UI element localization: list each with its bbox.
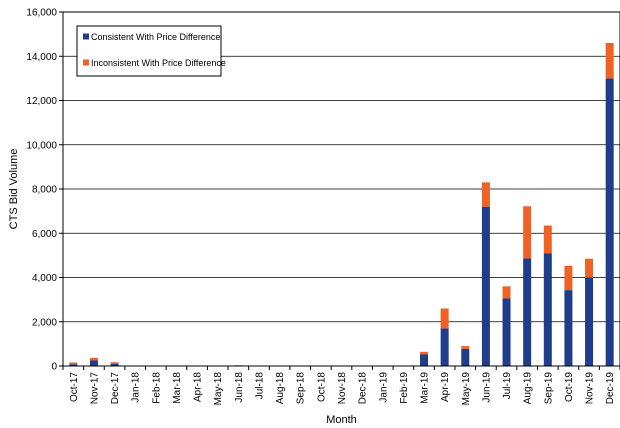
x-tick-label: May-19 [461, 372, 472, 406]
y-tick-label: 16,000 [26, 8, 57, 19]
y-tick-label: 6,000 [32, 229, 57, 240]
bar-consistent [461, 348, 470, 366]
x-tick-label: Sep-19 [543, 372, 554, 405]
bar-inconsistent [502, 286, 511, 299]
legend-label-inconsistent: Inconsistent With Price Difference [91, 58, 226, 68]
bar-inconsistent [585, 258, 594, 278]
y-axis-ticks: 0 2,000 4,000 6,000 8,000 10,000 12,000 14,000 1… [26, 8, 63, 373]
bar-inconsistent [110, 362, 119, 365]
y-tick-label: 12,000 [26, 96, 57, 107]
y-tick-label: 14,000 [26, 52, 57, 63]
x-axis-label: Month [326, 414, 357, 426]
bar-inconsistent [605, 42, 614, 79]
bar-consistent [543, 253, 552, 366]
x-tick-label: Jan-18 [131, 372, 142, 403]
x-tick-label: Aug-18 [275, 372, 286, 405]
bar-consistent [110, 364, 119, 366]
x-tick-label: Jun-19 [481, 372, 492, 403]
x-tick-label: Jul-19 [502, 372, 513, 400]
x-tick-label: Dec-18 [358, 372, 369, 405]
y-axis-label: CTS Bid Volume [8, 149, 20, 230]
legend-swatch-inconsistent [83, 59, 89, 66]
x-tick-label: Jul-18 [254, 372, 265, 400]
y-tick-label: 0 [51, 362, 57, 373]
bar-consistent [564, 290, 573, 366]
legend-box [76, 25, 222, 77]
legend: Consistent With Price Difference Inconsi… [76, 25, 226, 77]
x-tick-label: Nov-17 [89, 372, 100, 405]
legend-label-consistent: Consistent With Price Difference [91, 32, 220, 42]
bar-inconsistent [69, 362, 78, 365]
legend-swatch-consistent [83, 33, 89, 40]
bar-consistent [440, 328, 449, 366]
x-tick-label: Apr-18 [193, 372, 204, 402]
x-tick-label: Jan-19 [378, 372, 389, 403]
x-tick-label: Sep-18 [296, 372, 307, 405]
y-tick-label: 8,000 [32, 185, 57, 196]
bar-inconsistent [420, 351, 429, 355]
bar-inconsistent [89, 357, 98, 361]
x-tick-label: May-18 [213, 372, 224, 406]
bar-consistent [420, 354, 429, 366]
y-tick-label: 2,000 [32, 317, 57, 328]
x-tick-label: Oct-18 [316, 372, 327, 402]
bar-consistent [502, 298, 511, 366]
x-tick-label: Feb-18 [151, 372, 162, 404]
x-tick-label: Feb-19 [399, 372, 410, 404]
x-axis-ticks: Oct-17 Nov-17 Dec-17 Jan-18 Feb-18 Mar-18 Apr-… [62, 366, 620, 406]
y-tick-label: 10,000 [26, 140, 57, 151]
bar-consistent [605, 78, 614, 366]
x-tick-label: Apr-19 [440, 372, 451, 402]
bar-inconsistent [461, 346, 470, 349]
x-tick-label: Nov-19 [585, 372, 596, 405]
x-tick-label: Nov-18 [337, 372, 348, 405]
bars-layer [69, 42, 614, 366]
x-tick-label: Mar-19 [420, 372, 431, 404]
bar-inconsistent [523, 206, 532, 259]
x-tick-label: Dec-19 [605, 372, 616, 405]
bar-inconsistent [543, 225, 552, 254]
x-tick-label: Oct-19 [564, 372, 575, 402]
bar-inconsistent [481, 182, 490, 207]
x-tick-label: Oct-17 [69, 372, 80, 402]
y-tick-label: 4,000 [32, 273, 57, 284]
x-tick-label: Mar-18 [172, 372, 183, 404]
x-tick-label: Jun-18 [234, 372, 245, 403]
x-tick-label: Aug-19 [523, 372, 534, 405]
bar-consistent [69, 364, 78, 366]
x-tick-label: Dec-17 [110, 372, 121, 405]
bar-inconsistent [564, 265, 573, 291]
bar-consistent [89, 360, 98, 366]
bar-consistent [481, 206, 490, 366]
bar-inconsistent [440, 308, 449, 329]
bar-consistent [585, 277, 594, 366]
bar-consistent [523, 258, 532, 366]
gridlines [63, 55, 620, 323]
